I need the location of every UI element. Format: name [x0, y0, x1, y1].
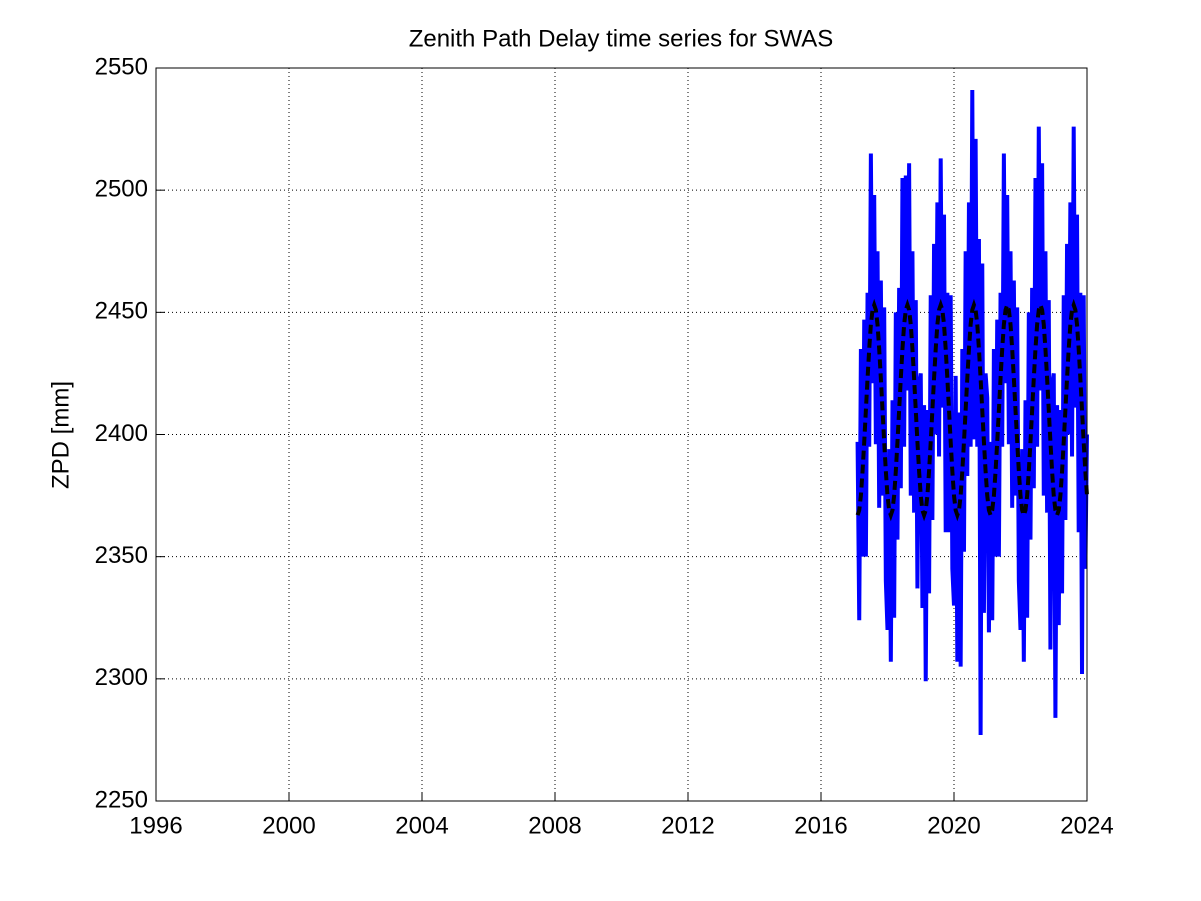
y-tick-label: 2300: [95, 664, 148, 691]
plot-frame: [155, 67, 1088, 802]
x-tick-label: 1996: [129, 812, 182, 839]
y-tick-label: 2550: [95, 53, 148, 80]
y-tick-label: 2250: [95, 786, 148, 813]
x-tick-label: 2016: [794, 812, 847, 839]
x-tick-label: 2012: [661, 812, 714, 839]
y-axis-label: ZPD [mm]: [47, 381, 74, 489]
x-tick-label: 2024: [1060, 812, 1113, 839]
y-tick-label: 2400: [95, 420, 148, 447]
series-line: [855, 298, 1089, 522]
x-tick-label: 2020: [927, 812, 980, 839]
series-line: [855, 89, 1089, 736]
chart-title: Zenith Path Delay time series for SWAS: [409, 25, 834, 52]
x-tick-label: 2004: [395, 812, 448, 839]
x-tick-label: 2000: [262, 812, 315, 839]
y-tick-label: 2450: [95, 298, 148, 325]
y-tick-label: 2500: [95, 176, 148, 203]
x-tick-label: 2008: [528, 812, 581, 839]
y-tick-label: 2350: [95, 542, 148, 569]
